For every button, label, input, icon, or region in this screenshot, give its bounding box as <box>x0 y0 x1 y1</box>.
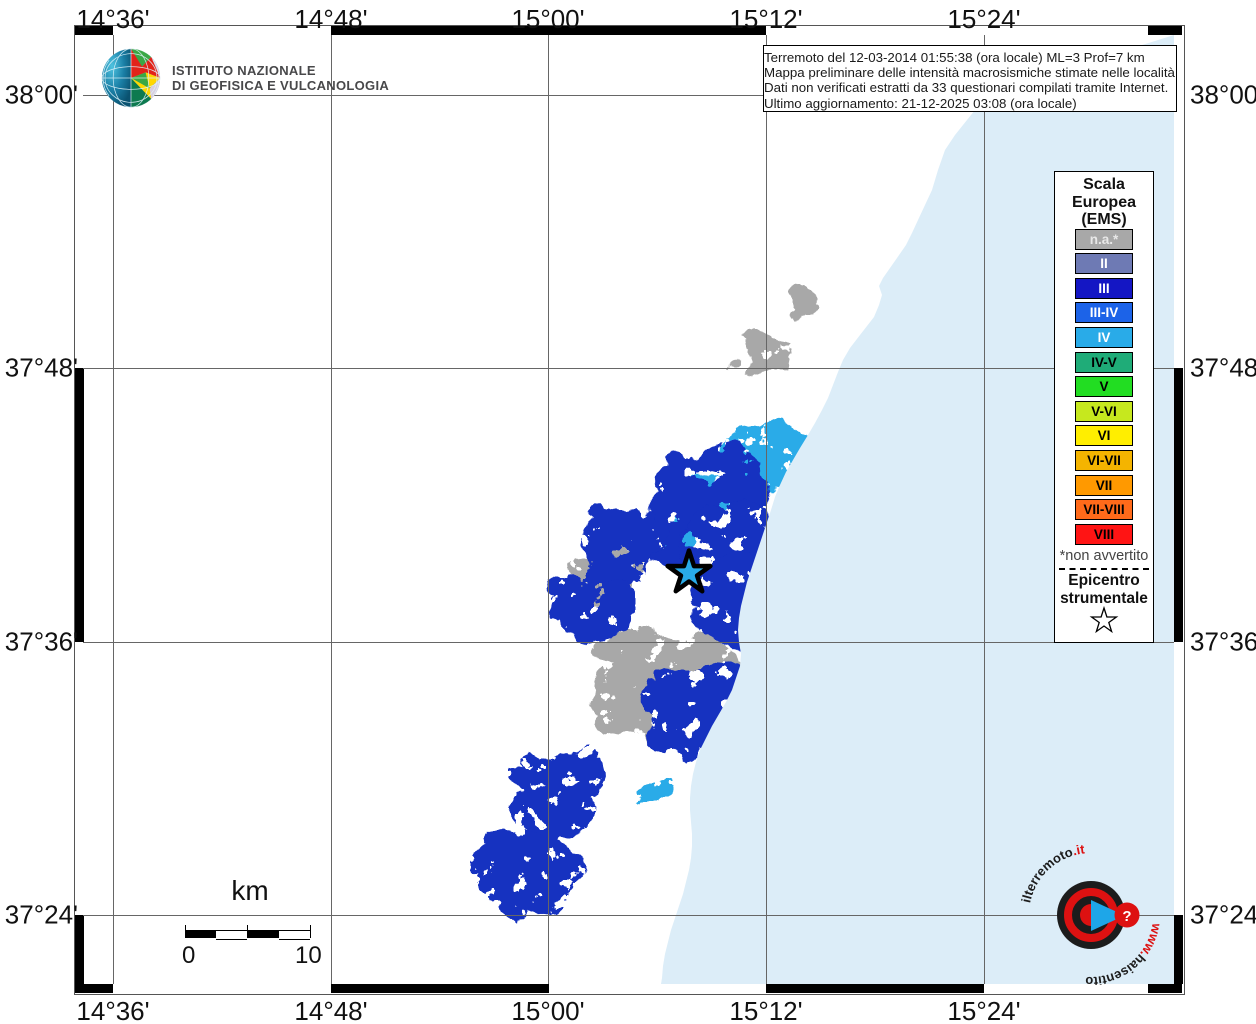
svg-text:?: ? <box>1122 908 1131 925</box>
